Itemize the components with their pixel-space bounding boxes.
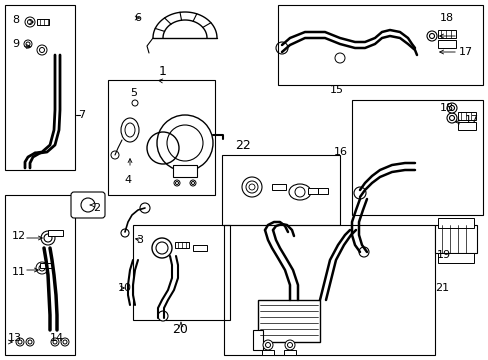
Bar (252, 330, 263, 350)
Text: 20: 20 (172, 323, 187, 336)
Circle shape (248, 184, 254, 190)
Bar (224, 225, 434, 355)
Circle shape (263, 340, 272, 350)
Text: 1: 1 (159, 65, 166, 78)
Bar (193, 245, 206, 251)
Circle shape (191, 181, 194, 184)
Circle shape (63, 340, 67, 344)
Text: 17: 17 (464, 115, 478, 125)
Text: 19: 19 (436, 250, 450, 260)
Circle shape (448, 116, 453, 121)
Circle shape (18, 340, 22, 344)
Circle shape (61, 338, 69, 346)
Bar (271, 184, 285, 190)
Bar (278, 5, 482, 85)
Text: 5: 5 (130, 88, 137, 98)
Bar (437, 253, 473, 263)
Circle shape (39, 265, 45, 271)
Circle shape (26, 338, 34, 346)
Text: 6: 6 (134, 13, 141, 23)
Bar (437, 30, 455, 38)
Circle shape (27, 19, 32, 24)
Bar (317, 188, 327, 194)
Bar (434, 225, 476, 253)
Circle shape (26, 42, 30, 46)
Text: 3: 3 (136, 235, 142, 245)
Text: 22: 22 (235, 139, 250, 152)
Bar (284, 350, 295, 355)
Circle shape (53, 340, 57, 344)
Bar (307, 188, 317, 194)
Text: 10: 10 (118, 283, 132, 293)
Circle shape (190, 180, 196, 186)
Bar (258, 300, 319, 342)
Circle shape (51, 338, 59, 346)
Text: 11: 11 (12, 267, 26, 277)
Text: 7: 7 (78, 110, 85, 120)
Circle shape (16, 338, 24, 346)
Text: 9: 9 (12, 39, 19, 49)
Bar (48, 230, 63, 236)
Bar (5, 195, 75, 355)
Circle shape (294, 187, 305, 197)
Bar (222, 155, 339, 225)
Bar (173, 165, 197, 177)
Circle shape (265, 342, 270, 347)
Circle shape (428, 33, 434, 39)
Text: 16: 16 (333, 147, 347, 157)
Text: 14: 14 (50, 333, 64, 343)
FancyBboxPatch shape (71, 192, 105, 218)
Bar (437, 40, 455, 48)
Circle shape (132, 100, 138, 106)
Circle shape (446, 103, 456, 113)
Circle shape (37, 45, 47, 55)
Circle shape (25, 17, 35, 27)
Bar (262, 350, 273, 355)
Text: 4: 4 (124, 175, 131, 185)
Circle shape (287, 342, 292, 347)
Text: 18: 18 (439, 103, 453, 113)
Text: 8: 8 (12, 15, 19, 25)
Circle shape (174, 180, 180, 186)
Circle shape (36, 262, 48, 274)
Circle shape (44, 234, 52, 242)
Circle shape (426, 31, 436, 41)
Text: 18: 18 (439, 13, 453, 23)
Circle shape (40, 48, 44, 53)
Text: 12: 12 (12, 231, 26, 241)
Bar (5, 5, 75, 170)
Text: 2: 2 (93, 203, 100, 213)
Bar (457, 112, 475, 120)
Bar (437, 218, 473, 228)
Circle shape (285, 340, 294, 350)
Bar (133, 225, 229, 320)
Circle shape (24, 40, 32, 48)
Text: 21: 21 (434, 283, 448, 293)
Circle shape (158, 311, 168, 321)
Bar (457, 122, 475, 130)
Circle shape (175, 181, 178, 184)
Circle shape (41, 231, 55, 245)
Text: 15: 15 (329, 85, 343, 95)
Bar (351, 100, 482, 215)
Circle shape (448, 105, 453, 111)
Bar (175, 242, 189, 248)
Circle shape (446, 113, 456, 123)
Text: 13: 13 (8, 333, 22, 343)
Bar (37, 19, 49, 25)
Text: 17: 17 (458, 47, 472, 57)
Bar (108, 80, 215, 195)
Bar (40, 263, 52, 268)
Circle shape (28, 340, 32, 344)
